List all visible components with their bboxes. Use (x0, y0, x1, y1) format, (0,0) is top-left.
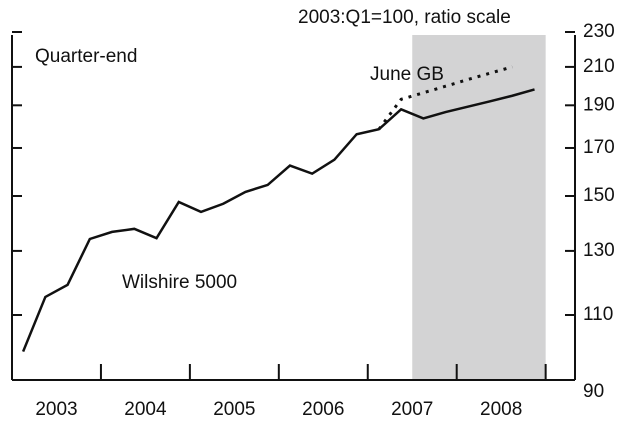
y-tick-label: 150 (583, 185, 615, 206)
x-tick-label: 2008 (480, 399, 522, 420)
x-tick-label: 2005 (213, 399, 255, 420)
series-line (377, 65, 513, 131)
y-tick-label: 210 (583, 56, 615, 77)
y-tick-label: 170 (583, 137, 615, 158)
forecast-shade (412, 35, 546, 380)
y-tick-label: 90 (583, 381, 604, 402)
series-label: Wilshire 5000 (122, 272, 237, 293)
y-tick-label: 190 (583, 94, 615, 115)
x-tick-label: 2007 (391, 399, 433, 420)
x-tick-label: 2004 (124, 399, 167, 420)
y-tick-label: 130 (583, 240, 615, 261)
chart-title: 2003:Q1=100, ratio scale (298, 7, 511, 28)
x-tick-label: 2006 (302, 399, 344, 420)
annotation: Quarter-end (35, 46, 137, 67)
y-tick-label: 230 (583, 21, 615, 42)
y-tick-label: 110 (583, 304, 613, 325)
series-label: June GB (370, 64, 444, 85)
x-tick-label: 2003 (35, 399, 77, 420)
series-line (21, 88, 535, 353)
